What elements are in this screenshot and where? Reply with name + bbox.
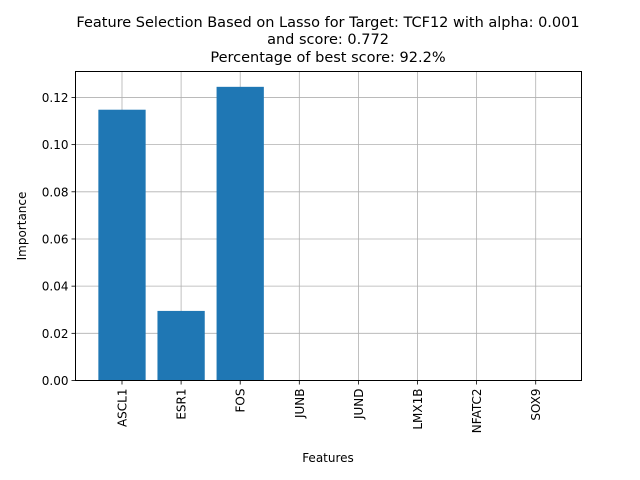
x-tick-label: SOX9 (529, 389, 543, 421)
y-axis-label: Importance (15, 192, 29, 261)
chart-title-line: and score: 0.772 (267, 32, 389, 48)
chart-title: Feature Selection Based on Lasso for Tar… (76, 15, 579, 66)
grid (75, 71, 582, 381)
x-tick-label: LMX1B (411, 389, 425, 430)
y-tick-label: 0.06 (42, 232, 69, 246)
bar-esr1 (157, 310, 205, 381)
x-axis-label: Features (302, 451, 354, 465)
y-tick-label: 0.12 (42, 91, 69, 105)
x-tick-label: ASCL1 (116, 389, 130, 428)
y-axis-ticks: 0.00 0.02 0.04 0.06 0.08 0.10 0.12 (42, 91, 76, 388)
x-tick-label: ESR1 (175, 389, 189, 420)
x-axis-ticks: ASCL1 ESR1 FOS JUNB JUND LMX1B NFATC2 SOX9 (116, 380, 543, 434)
y-tick-label: 0.08 (42, 185, 69, 199)
x-tick-label: JUNB (293, 389, 307, 420)
bar-fos (216, 86, 264, 381)
plot-frame (75, 71, 582, 381)
chart-title-line: Feature Selection Based on Lasso for Tar… (76, 15, 579, 31)
x-tick-label: NFATC2 (470, 389, 484, 434)
x-tick-label: JUND (352, 389, 366, 421)
x-tick-label: FOS (234, 389, 248, 413)
y-tick-label: 0.00 (42, 374, 69, 388)
chart-title-line: Percentage of best score: 92.2% (210, 50, 445, 66)
bars (98, 86, 264, 381)
y-tick-label: 0.04 (42, 280, 69, 294)
bar-ascl1 (98, 109, 146, 381)
y-tick-label: 0.10 (42, 138, 69, 152)
y-tick-label: 0.02 (42, 327, 69, 341)
